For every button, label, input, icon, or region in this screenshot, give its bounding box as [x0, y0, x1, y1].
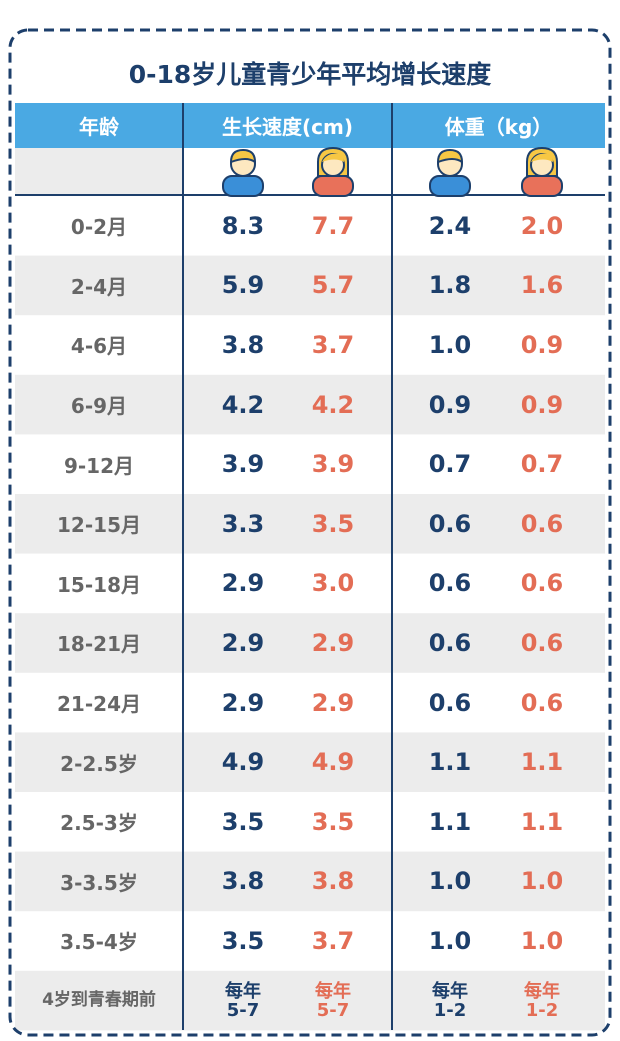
row-stripe	[15, 374, 605, 435]
boy-icon	[429, 149, 471, 197]
boy-icon	[222, 149, 264, 197]
age-cell: 21-24月	[57, 692, 141, 717]
value-cell: 3.9	[311, 450, 355, 479]
value-cell: 4.2	[311, 390, 355, 419]
age-cell: 2-4月	[70, 274, 128, 299]
value-cell: 3.5	[221, 926, 265, 955]
value-cell: 0.6	[520, 688, 564, 717]
age-cell: 4-6月	[70, 334, 128, 359]
row-stripe	[15, 255, 605, 316]
row-stripe	[15, 851, 605, 912]
value-cell: 0.6	[428, 509, 472, 538]
value-cell: 1.0	[428, 867, 472, 896]
row-stripes	[15, 255, 605, 1031]
value-cell: 1.1	[428, 748, 472, 777]
value-cell: 8.3	[221, 211, 265, 240]
row-stripe	[15, 970, 605, 1031]
value-cell: 4.9	[311, 748, 355, 777]
value-cell: 3.8	[221, 867, 265, 896]
value-cell: 3.7	[311, 330, 355, 359]
value-cell: 7.7	[311, 211, 355, 240]
value-cell: 每年 1-2	[524, 980, 560, 1021]
age-cell: 0-2月	[70, 215, 128, 240]
value-cell: 4.9	[221, 748, 265, 777]
title: 0-18岁儿童青少年平均增长速度	[128, 59, 492, 89]
value-cell: 1.0	[428, 926, 472, 955]
value-cell: 0.6	[520, 628, 564, 657]
column-header: 年龄	[79, 115, 119, 139]
value-cell: 5.7	[311, 271, 355, 300]
age-cell: 4岁到青春期前	[42, 990, 156, 1011]
value-cell: 2.4	[428, 211, 472, 240]
value-cell: 5.9	[221, 271, 265, 300]
age-cell: 9-12月	[63, 453, 135, 478]
value-cell: 1.0	[428, 330, 472, 359]
value-cell: 0.6	[428, 628, 472, 657]
value-cell: 3.5	[311, 509, 355, 538]
value-cell: 0.9	[428, 390, 472, 419]
value-cell: 1.1	[520, 748, 564, 777]
age-cell: 15-18月	[57, 572, 141, 597]
value-cell: 3.3	[221, 509, 265, 538]
value-cell: 0.6	[520, 569, 564, 598]
age-cell: 3-3.5岁	[60, 870, 138, 895]
value-cell: 3.5	[311, 807, 355, 836]
value-cell: 每年 5-7	[225, 980, 261, 1021]
age-cell: 6-9月	[70, 394, 128, 419]
age-cell: 3.5-4岁	[60, 930, 138, 955]
row-stripe	[15, 494, 605, 554]
value-cell: 0.6	[428, 569, 472, 598]
value-cell: 0.6	[428, 688, 472, 717]
value-cell: 0.9	[520, 330, 564, 359]
value-cell: 每年 5-7	[315, 980, 351, 1021]
value-cell: 0.7	[428, 450, 472, 479]
icon-row-left	[15, 148, 183, 195]
header-bar	[15, 103, 605, 148]
value-cell: 3.8	[311, 867, 355, 896]
value-cell: 1.6	[520, 271, 564, 300]
age-cell: 2.5-3岁	[60, 811, 138, 836]
girl-icon	[312, 147, 354, 197]
age-cell: 2-2.5岁	[60, 751, 138, 776]
column-header: 生长速度(cm)	[222, 115, 353, 139]
value-cell: 1.1	[428, 807, 472, 836]
dashed-border	[8, 28, 612, 1037]
age-cell: 12-15月	[57, 513, 141, 538]
value-cell: 1.8	[428, 271, 472, 300]
value-cell: 2.9	[221, 569, 265, 598]
value-cell: 0.9	[520, 390, 564, 419]
value-cell: 0.7	[520, 450, 564, 479]
value-cell: 3.0	[311, 569, 355, 598]
value-cell: 3.8	[221, 330, 265, 359]
value-cell: 1.0	[520, 926, 564, 955]
value-cell: 1.0	[520, 867, 564, 896]
value-cell: 2.0	[520, 211, 564, 240]
value-cell: 0.6	[520, 509, 564, 538]
value-cell: 3.7	[311, 926, 355, 955]
value-cell: 每年 1-2	[432, 980, 468, 1021]
value-cell: 4.2	[221, 390, 265, 419]
value-cell: 3.9	[221, 450, 265, 479]
age-cell: 18-21月	[57, 632, 141, 657]
column-header: 体重（kg）	[444, 115, 553, 139]
girl-icon	[521, 147, 563, 197]
value-cell: 2.9	[311, 688, 355, 717]
value-cell: 3.5	[221, 807, 265, 836]
value-cell: 1.1	[520, 807, 564, 836]
row-stripe	[15, 613, 605, 673]
value-cell: 2.9	[221, 628, 265, 657]
value-cell: 2.9	[221, 688, 265, 717]
value-cell: 2.9	[311, 628, 355, 657]
row-stripe	[15, 732, 605, 792]
